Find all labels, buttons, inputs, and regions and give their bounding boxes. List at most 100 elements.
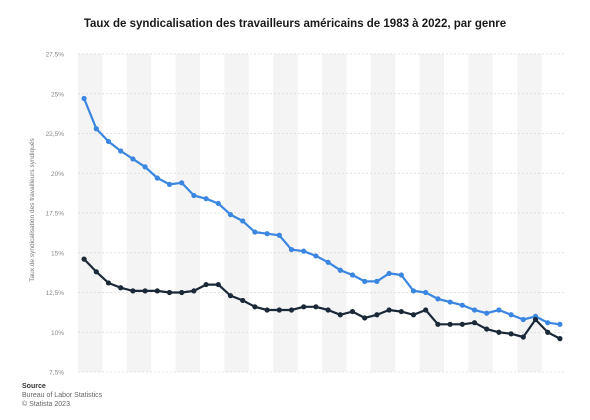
data-point [386,307,392,313]
data-point [374,278,380,284]
data-point [154,288,160,294]
data-point [301,304,307,310]
data-point [362,315,368,321]
data-point [545,329,551,335]
data-point [179,180,185,186]
data-point [459,321,465,327]
plot-band [273,54,298,372]
data-point [435,321,441,327]
data-point [166,289,173,296]
line-chart: 7,5% 10% 12,5% 15% 17,5% 20% 22,5% 25% 27,5% Tau… [29,52,566,377]
series-1 [81,256,563,342]
data-point [264,307,270,313]
data-point [325,307,331,313]
data-point [337,267,343,273]
data-point [520,334,526,340]
data-point [362,278,368,284]
data-point [484,326,490,332]
data-point [130,288,136,294]
data-point [496,307,502,313]
data-point [301,248,307,254]
data-point [191,192,197,199]
plot-band [517,54,542,372]
data-point [166,181,173,187]
data-point [386,270,392,277]
y-axis-tick-labels: 7,5% 10% 12,5% 15% 17,5% 20% 22,5% 25% 27,5% [46,52,65,377]
data-point [557,336,563,342]
data-point [545,320,551,326]
data-point [179,289,185,296]
data-point [264,231,270,237]
data-point [118,148,124,154]
data-point [410,288,417,294]
y-tick-label: 20% [51,171,64,178]
y-tick-label: 27,5% [46,52,65,59]
data-point [398,272,404,278]
data-point [325,259,331,265]
data-point [410,312,417,318]
data-point [81,95,87,102]
data-point [471,307,478,313]
y-tick-label: 7,5% [49,370,64,377]
series-line [83,98,561,326]
data-point [288,307,295,313]
data-point [252,229,258,235]
y-tick-label: 10% [51,330,64,337]
data-point [288,246,295,253]
data-point [508,312,514,318]
chart-title: Taux de syndicalisation des travailleurs… [83,18,507,30]
data-point [484,310,490,316]
data-point [496,329,502,335]
data-point [447,321,453,327]
data-point [532,316,539,323]
data-point [423,289,429,296]
data-point [349,308,356,315]
data-point [313,304,319,310]
data-point [227,211,234,218]
data-point [142,288,148,294]
data-point [374,312,380,318]
data-point [398,308,404,315]
data-point [215,281,221,288]
plot-band [468,54,493,372]
data-point [227,293,234,299]
data-point [203,196,209,202]
data-point [154,175,160,181]
data-point [118,285,124,291]
data-point [203,281,209,288]
data-point [349,272,356,278]
data-point [508,331,514,337]
source-heading: Source [22,383,46,390]
data-point [93,126,99,132]
data-point [276,232,282,238]
data-point [447,299,453,305]
data-point [93,269,99,275]
data-point [423,307,429,313]
data-point [81,256,87,262]
y-axis-label: Taux de syndicalisation des travailleurs… [29,138,36,282]
data-point [435,296,441,302]
data-point [471,320,478,326]
data-point [215,200,221,207]
data-point [240,218,246,224]
y-tick-label: 17,5% [46,211,65,218]
source-block: Source Bureau of Labor Statistics © Stat… [22,382,102,409]
data-point [313,253,319,259]
data-series [81,95,563,342]
y-tick-label: 22,5% [46,131,65,138]
data-point [520,316,526,323]
y-tick-label: 12,5% [46,290,65,297]
source-copyright: © Statista 2023 [22,401,70,408]
data-point [142,164,148,170]
data-point [252,304,258,310]
y-tick-label: 15% [51,250,64,257]
series-line [83,258,561,340]
data-point [191,288,197,294]
data-point [105,138,112,145]
series-0 [81,95,563,327]
source-publisher: Bureau of Labor Statistics [22,392,103,399]
y-tick-label: 25% [51,91,64,98]
data-point [276,307,282,313]
data-point [130,156,136,162]
data-point [240,297,246,304]
